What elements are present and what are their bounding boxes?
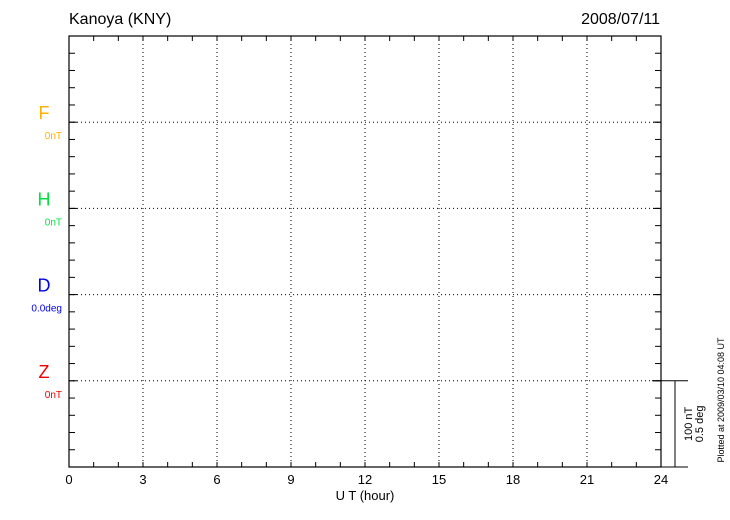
x-tick-label: 18: [506, 472, 520, 487]
x-tick-label: 6: [213, 472, 220, 487]
x-tick-label: 21: [580, 472, 594, 487]
baseline-value-H: 0nT: [45, 217, 62, 228]
component-label-Z: Z: [39, 362, 50, 382]
scale-bar-label-nt: 100 nT: [683, 406, 695, 441]
baseline-value-F: 0nT: [45, 131, 62, 142]
x-tick-label: 12: [358, 472, 372, 487]
plot-frame: [68, 35, 662, 468]
plotted-timestamp: Plotted at 2009/03/10 04:08 UT: [716, 337, 726, 463]
x-tick-label: 9: [287, 472, 294, 487]
chart-date: 2008/07/11: [581, 11, 660, 28]
baseline-value-Z: 0nT: [45, 390, 62, 401]
x-tick-label: 3: [139, 472, 146, 487]
scale-bar-label-deg: 0.5 deg: [694, 406, 706, 443]
station-title: Kanoya (KNY): [69, 11, 172, 28]
x-axis-label: U T (hour): [336, 488, 395, 503]
baseline-value-D: 0.0deg: [31, 304, 62, 315]
component-label-D: D: [38, 276, 51, 296]
x-tick-label: 24: [654, 472, 668, 487]
x-tick-label: 15: [432, 472, 446, 487]
component-label-F: F: [39, 103, 50, 123]
component-label-H: H: [38, 189, 51, 209]
x-tick-label: 0: [65, 472, 72, 487]
